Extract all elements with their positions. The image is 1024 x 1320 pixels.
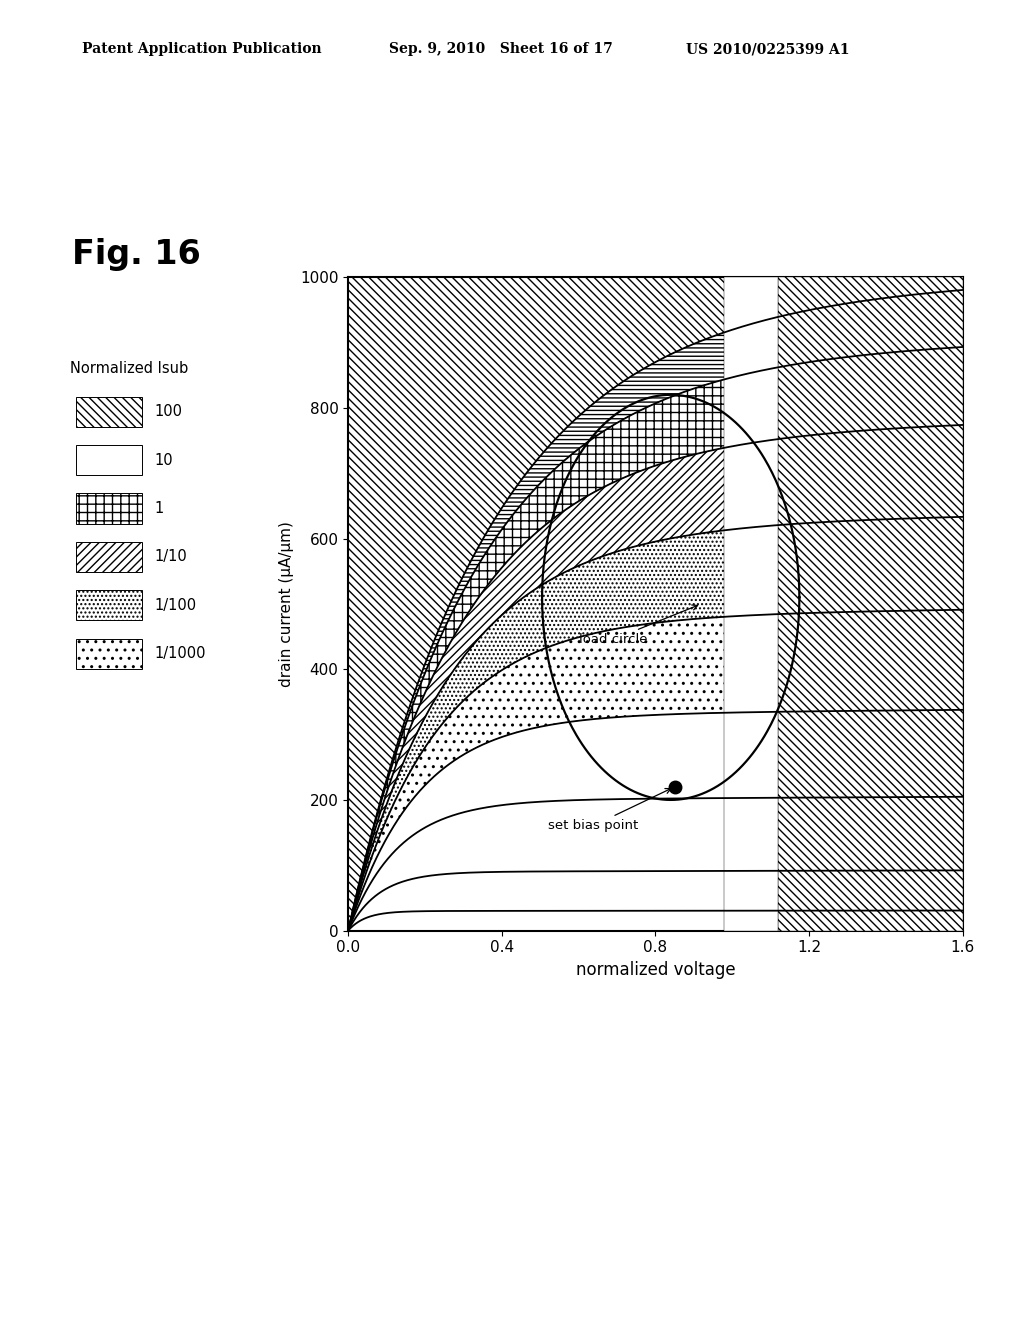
Text: load circle: load circle <box>579 605 697 645</box>
Text: 1/100: 1/100 <box>155 598 197 612</box>
Bar <box>77 541 142 572</box>
Text: Normalized Isub: Normalized Isub <box>70 360 188 376</box>
Bar <box>77 494 142 524</box>
Bar <box>77 445 142 475</box>
Text: Fig. 16: Fig. 16 <box>72 238 201 271</box>
Text: Patent Application Publication: Patent Application Publication <box>82 42 322 57</box>
Bar <box>77 396 142 426</box>
Text: Sep. 9, 2010   Sheet 16 of 17: Sep. 9, 2010 Sheet 16 of 17 <box>389 42 613 57</box>
Bar <box>77 639 142 669</box>
Y-axis label: drain current (μA/μm): drain current (μA/μm) <box>280 521 294 686</box>
Text: 1: 1 <box>155 502 164 516</box>
Text: 10: 10 <box>155 453 173 467</box>
X-axis label: normalized voltage: normalized voltage <box>575 961 735 979</box>
Text: 1/10: 1/10 <box>155 549 186 565</box>
Text: set bias point: set bias point <box>548 788 671 833</box>
Text: 100: 100 <box>155 404 182 420</box>
Text: US 2010/0225399 A1: US 2010/0225399 A1 <box>686 42 850 57</box>
Bar <box>77 590 142 620</box>
Text: 1/1000: 1/1000 <box>155 647 206 661</box>
